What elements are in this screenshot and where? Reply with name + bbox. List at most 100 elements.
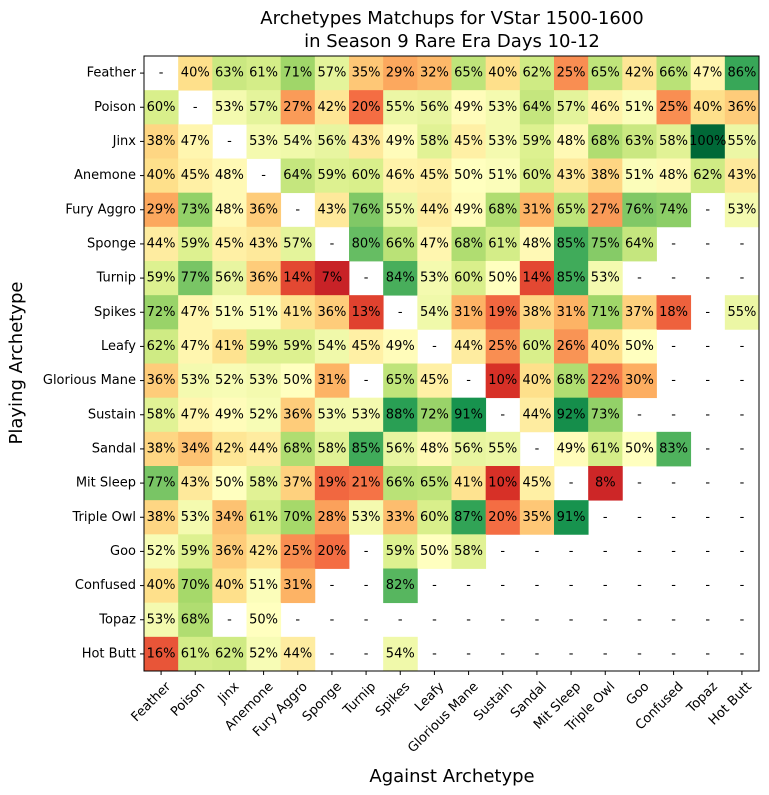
heatmap-cell-sponge-vs-fury-aggro [280, 226, 316, 262]
heatmap-cell-sandal-vs-mit-sleep [554, 431, 589, 467]
cell-value-label: 59% [386, 544, 415, 559]
heatmap-cell-feather-vs-jinx [212, 56, 247, 91]
y-tick-label-sandal: Sandal [92, 441, 136, 456]
cell-value-label: 16% [147, 646, 176, 661]
heatmap-cell-feather-vs-anemone [246, 56, 282, 91]
cell-value-label: 60% [147, 100, 176, 115]
cell-value-label: 40% [147, 578, 176, 593]
cell-value-label: 37% [283, 476, 312, 491]
cell-value-label: 66% [386, 476, 415, 491]
y-tick-label-sponge: Sponge [87, 236, 136, 251]
cell-value-label: 50% [215, 476, 244, 491]
cell-value-label: - [500, 544, 505, 559]
cell-value-label: - [740, 407, 745, 422]
heatmap-cell-goo-vs-jinx [212, 534, 247, 569]
heatmap-cell-mit-sleep-vs-sandal [519, 466, 555, 501]
heatmap-cell-sandal-vs-glorious-mane [451, 431, 487, 467]
heatmap-cell-jinx-vs-spikes [383, 124, 418, 159]
heatmap-cell-anemone-vs-turnip [349, 158, 384, 194]
cell-value-label: 41% [283, 305, 312, 320]
heatmap-cell-glorious-mane-vs-feather [144, 363, 179, 399]
heatmap-cell-sandal-vs-jinx [212, 431, 247, 467]
chart-title-line-2: in Season 9 Rare Era Days 10-12 [304, 31, 600, 52]
heatmap-cell-anemone-vs-glorious-mane [451, 158, 487, 194]
heatmap-cell-poison-vs-feather [144, 90, 179, 125]
cell-value-label: 61% [591, 441, 620, 456]
heatmap-cell-glorious-mane-vs-sandal [519, 363, 555, 399]
heatmap-cell-poison-vs-glorious-mane [451, 90, 487, 125]
heatmap-cell-glorious-mane-vs-goo [622, 363, 657, 399]
cell-value-label: 62% [147, 339, 176, 354]
heatmap-cell-spikes-vs-goo [622, 295, 657, 330]
heatmap-cell-turnip-vs-glorious-mane [451, 261, 487, 296]
heatmap-cell-anemone-vs-sandal [519, 158, 555, 194]
heatmap-cell-anemone-vs-fury-aggro [280, 158, 316, 194]
cell-value-label: 54% [317, 339, 346, 354]
heatmap-cell-jinx-vs-anemone [246, 124, 282, 159]
cell-value-label: 73% [181, 202, 210, 217]
cell-value-label: 59% [181, 236, 210, 251]
cell-value-label: - [364, 578, 369, 593]
cell-value-label: - [603, 510, 608, 525]
y-tick-label-glorious-mane: Glorious Mane [43, 373, 136, 388]
cell-value-label: 49% [386, 339, 415, 354]
heatmap-cell-hot-butt-vs-fury-aggro [280, 636, 316, 672]
cell-value-label: - [705, 544, 710, 559]
cell-value-label: 87% [454, 510, 483, 525]
heatmap-cell-jinx-vs-topaz [690, 124, 726, 159]
cell-value-label: 68% [557, 373, 586, 388]
cell-value-label: 57% [557, 100, 586, 115]
cell-value-label: 27% [591, 202, 620, 217]
heatmap-cell-poison-vs-hot-butt [724, 90, 760, 125]
cell-value-label: 41% [454, 476, 483, 491]
heatmap-cell-goo-vs-fury-aggro [280, 534, 316, 569]
cell-value-label: 58% [147, 407, 176, 422]
heatmap-cell-sandal-vs-triple-owl [588, 431, 623, 467]
cell-value-label: 45% [181, 168, 210, 183]
cell-value-label: 77% [181, 271, 210, 286]
heatmap-cell-fury-aggro-vs-mit-sleep [554, 192, 589, 228]
cell-value-label: - [671, 544, 676, 559]
heatmap-cell-feather-vs-mit-sleep [554, 56, 589, 91]
heatmap-cell-sandal-vs-confused [656, 431, 692, 467]
cell-value-label: 34% [215, 510, 244, 525]
cell-value-label: - [398, 612, 403, 627]
heatmap-cell-triple-owl-vs-poison [178, 500, 213, 535]
cell-value-label: - [637, 544, 642, 559]
cell-value-label: 25% [283, 544, 312, 559]
x-tick-label-feather: Feather [129, 679, 175, 725]
heatmap-cell-leafy-vs-spikes [383, 329, 418, 364]
heatmap-cell-sponge-vs-goo [622, 226, 657, 262]
cell-value-label: - [535, 441, 540, 456]
heatmap-cell-spikes-vs-glorious-mane [451, 295, 487, 330]
heatmap-cell-triple-owl-vs-anemone [246, 500, 282, 535]
cell-value-label: 51% [488, 168, 517, 183]
heatmap-cell-spikes-vs-hot-butt [724, 295, 760, 330]
heatmap-cell-confused-vs-jinx [212, 568, 247, 604]
heatmap-cell-triple-owl-vs-sponge [314, 500, 350, 535]
x-axis-title: Against Archetype [369, 766, 534, 787]
cell-value-label: 36% [283, 407, 312, 422]
cell-value-label: 48% [522, 236, 551, 251]
heatmap-cell-jinx-vs-confused [656, 124, 692, 159]
heatmap-cell-hot-butt-vs-jinx [212, 636, 247, 672]
cell-value-label: 52% [249, 407, 278, 422]
cell-value-label: 86% [727, 66, 756, 81]
cell-value-label: 26% [557, 339, 586, 354]
cell-value-label: 59% [249, 339, 278, 354]
cell-value-label: - [159, 66, 164, 81]
cell-value-label: 59% [283, 339, 312, 354]
cell-value-label: 68% [591, 134, 620, 149]
heatmap-cell-hot-butt-vs-anemone [246, 636, 282, 672]
cell-value-label: - [671, 578, 676, 593]
y-tick-label-feather: Feather [87, 66, 137, 81]
cell-value-label: 44% [147, 236, 176, 251]
cell-value-label: 47% [420, 236, 449, 251]
heatmap-cell-mit-sleep-vs-spikes [383, 466, 418, 501]
heatmap-cell-leafy-vs-turnip [349, 329, 384, 364]
heatmap-cell-sandal-vs-goo [622, 431, 657, 467]
cell-value-label: 36% [317, 305, 346, 320]
cell-value-label: 83% [659, 441, 688, 456]
heatmap-cell-poison-vs-spikes [383, 90, 418, 125]
heatmap-cell-feather-vs-triple-owl [588, 56, 623, 91]
